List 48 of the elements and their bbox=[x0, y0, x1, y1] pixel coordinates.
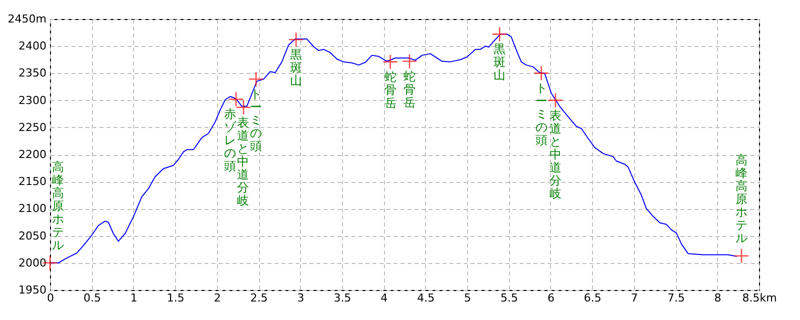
x-tick-label: 1 bbox=[130, 292, 138, 304]
x-tick-label: 8 bbox=[714, 292, 722, 304]
annotation: 赤ゾレの頭 bbox=[224, 107, 238, 174]
annotation: 蛇骨岳 bbox=[384, 70, 396, 110]
annotation: 黒斑山 bbox=[290, 48, 302, 88]
y-tick-label: 2350 bbox=[18, 66, 46, 80]
x-tick-label: 3.5 bbox=[334, 292, 352, 304]
y-tick-label: 2000 bbox=[18, 256, 46, 270]
x-tick-label: 6 bbox=[547, 292, 554, 304]
annotation: 黒斑山 bbox=[494, 42, 506, 82]
annotation: トーミの頭 bbox=[250, 87, 262, 154]
y-tick-label: 2300 bbox=[18, 94, 46, 107]
x-tick-label: 8.5km bbox=[742, 292, 777, 304]
annotation: 高峰高原ホテル bbox=[735, 152, 748, 245]
y-tick-label: 2200 bbox=[18, 148, 46, 161]
y-tick-label: 2150 bbox=[18, 175, 46, 188]
x-tick-label: 7.5 bbox=[667, 292, 685, 304]
x-tick-label: 0 bbox=[47, 292, 54, 304]
point bbox=[382, 54, 398, 70]
point bbox=[534, 65, 550, 81]
x-tick-label: 5.5 bbox=[500, 292, 518, 304]
y-tick-label: 1950 bbox=[18, 284, 46, 296]
y-tick-label: 2050 bbox=[18, 229, 46, 242]
annotation: 表道と中道分岐 bbox=[549, 108, 562, 200]
y-tick-label: 2450m bbox=[8, 12, 46, 26]
annotation: 表道と中道分岐 bbox=[237, 115, 250, 208]
x-tick-label: 3 bbox=[297, 292, 304, 304]
x-tick-label: 7 bbox=[630, 292, 638, 304]
x-tick-label: 2.5 bbox=[250, 292, 268, 304]
point bbox=[248, 71, 264, 87]
annotation: 蛇骨岳 bbox=[404, 69, 416, 110]
x-tick-label: 5 bbox=[464, 292, 472, 304]
x-tick-label: 4.5 bbox=[417, 292, 435, 304]
annotation: トーミの頭 bbox=[535, 81, 548, 148]
y-tick-label: 2250 bbox=[18, 120, 46, 134]
point bbox=[492, 26, 508, 42]
x-tick-label: 4 bbox=[380, 292, 388, 304]
y-tick-label: 2100 bbox=[18, 202, 46, 216]
y-tick-label: 2400 bbox=[18, 40, 46, 53]
x-tick-label: 6.5 bbox=[584, 292, 602, 304]
x-tick-label: 0.5 bbox=[83, 292, 101, 304]
point bbox=[734, 248, 750, 264]
point bbox=[288, 32, 304, 48]
point bbox=[402, 54, 418, 69]
point bbox=[548, 92, 564, 108]
x-tick-label: 1.5 bbox=[166, 292, 184, 304]
x-tick-label: 2 bbox=[214, 292, 221, 304]
annotation: 高峰高原ホテル bbox=[52, 160, 64, 252]
